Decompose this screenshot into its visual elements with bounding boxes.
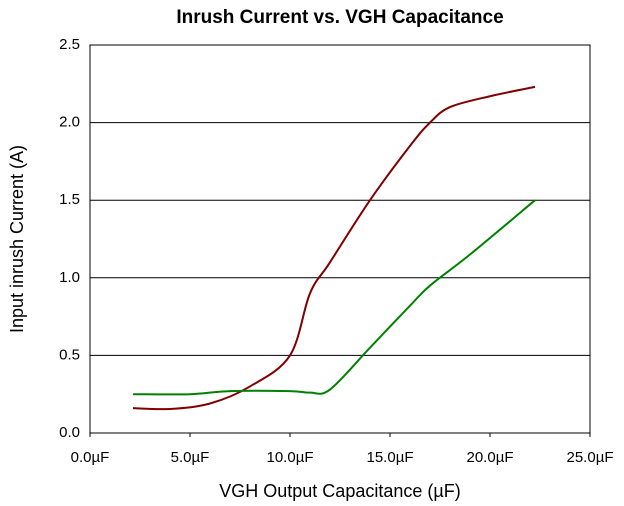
chart-title: Inrush Current vs. VGH Capacitance bbox=[176, 7, 503, 28]
plot-frame bbox=[89, 44, 591, 434]
x-tick-label: 20.0µF bbox=[467, 449, 514, 466]
x-tick-label: 5.0µF bbox=[171, 449, 210, 466]
y-tick-label: 1.5 bbox=[59, 191, 80, 208]
x-tick-label: 25.0µF bbox=[567, 449, 614, 466]
x-tick-label: 15.0µF bbox=[367, 449, 414, 466]
x-tick-label: 0.0µF bbox=[71, 449, 110, 466]
series-line bbox=[132, 199, 536, 396]
y-tick-label: 1.0 bbox=[59, 269, 80, 286]
series-line bbox=[132, 85, 536, 411]
y-axis-label: Input inrush Current (A) bbox=[7, 145, 27, 333]
y-tick-label: 2.0 bbox=[59, 114, 80, 131]
x-axis-label: VGH Output Capacitance (µF) bbox=[219, 481, 460, 501]
y-tick-label: 2.5 bbox=[59, 36, 80, 53]
y-tick-label: 0.5 bbox=[59, 346, 80, 363]
x-tick-label: 10.0µF bbox=[267, 449, 314, 466]
y-tick-label: 0.0 bbox=[59, 424, 80, 441]
